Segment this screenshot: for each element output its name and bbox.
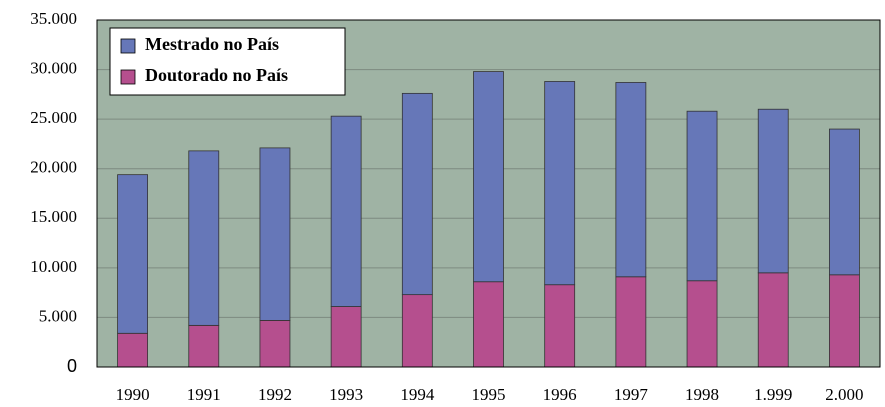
y-tick-label: 30.000: [30, 58, 77, 77]
bar-segment: [330, 115, 362, 307]
bar-segment: [686, 110, 718, 282]
bar-segment: [686, 280, 718, 368]
y-tick-label: 25.000: [30, 108, 77, 127]
x-tick-label: 1992: [258, 385, 292, 404]
bar-segment: [829, 128, 860, 276]
y-tick-label: 15.000: [30, 207, 77, 226]
y-tick-label: 35.000: [30, 9, 77, 28]
x-tick-label: 1991: [187, 385, 221, 404]
x-tick-label: 1.999: [754, 385, 792, 404]
bar-segment: [757, 108, 789, 274]
y-tick-label: 10.000: [30, 257, 77, 276]
bar-segment: [401, 92, 433, 296]
bar-segment: [544, 284, 576, 368]
legend-swatch: [120, 38, 136, 54]
y-tick-label: 5.000: [39, 306, 77, 325]
bar-segment: [473, 281, 504, 368]
x-tick-label: 1995: [472, 385, 506, 404]
legend-label: Doutorado no País: [145, 65, 288, 85]
y-tick-label: 20.000: [30, 158, 77, 177]
bar-segment: [330, 306, 362, 368]
bar-segment: [188, 324, 220, 368]
x-tick-label: 2.000: [825, 385, 863, 404]
x-tick-label: 1998: [685, 385, 719, 404]
x-tick-label: 1990: [116, 385, 150, 404]
legend-label: Mestrado no País: [145, 34, 279, 54]
bar-segment: [615, 276, 647, 368]
bar-segment: [188, 150, 220, 326]
bar-segment: [259, 320, 291, 368]
y-tick-label: 0: [67, 356, 77, 376]
bar-segment: [757, 272, 789, 368]
bar-segment: [615, 82, 647, 278]
bar-segment: [259, 147, 291, 321]
legend-box: [109, 27, 346, 96]
bar-segment: [829, 274, 860, 368]
bar-segment: [473, 71, 504, 283]
bar-segment: [544, 81, 576, 286]
bar-segment: [117, 174, 148, 334]
plot-border: [96, 19, 881, 368]
legend-swatch: [120, 69, 136, 85]
x-tick-label: 1993: [329, 385, 363, 404]
bar-segment: [117, 332, 148, 368]
bar-segment: [401, 294, 433, 368]
x-tick-label: 1996: [543, 385, 577, 404]
x-tick-label: 1997: [614, 385, 649, 404]
x-tick-label: 1994: [400, 385, 435, 404]
